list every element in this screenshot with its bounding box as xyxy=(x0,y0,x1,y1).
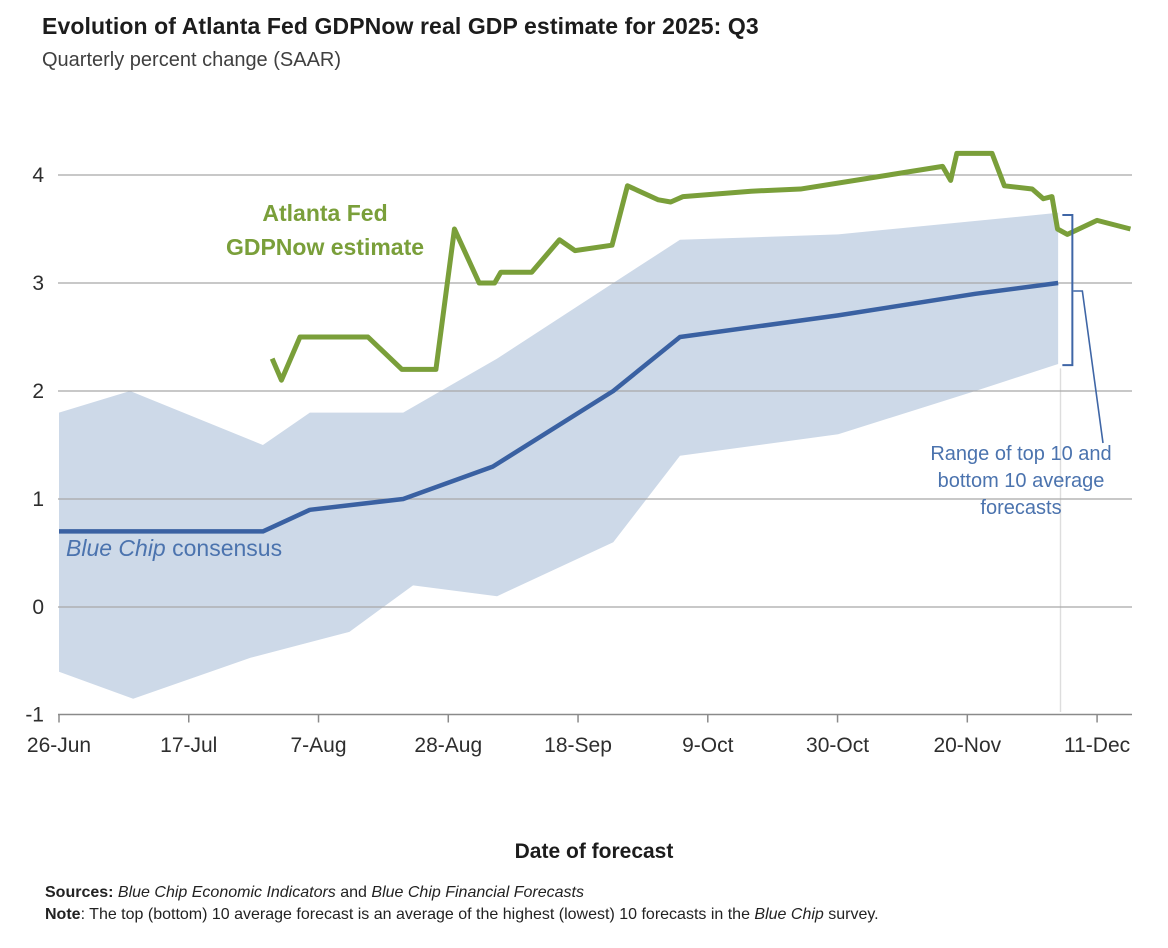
range-annotation-label: Range of top 10 and bottom 10 average fo… xyxy=(930,443,1112,519)
range-bracket xyxy=(1062,213,1074,367)
x-axis-title: Date of forecast xyxy=(514,840,674,863)
note-text: : The top (bottom) 10 average forecast i… xyxy=(80,906,755,923)
source-2: Blue Chip Financial Forecasts xyxy=(371,884,584,901)
x-tick-label-11-Dec: 11-Dec xyxy=(1064,734,1130,757)
y-tick-label-2: 2 xyxy=(32,380,44,403)
consensus-series-label: Blue Chip consensus xyxy=(66,535,282,562)
y-tick-label--1: -1 xyxy=(25,704,44,727)
sources-and: and xyxy=(335,884,372,901)
source-1: Blue Chip Economic Indicators xyxy=(117,884,336,901)
x-tick-label-9-Oct: 9-Oct xyxy=(682,734,734,757)
y-tick-label-1: 1 xyxy=(32,488,44,511)
chart-subtitle: Quarterly percent change (SAAR) xyxy=(42,49,342,71)
gdpnow-series-label-line2: GDPNow estimate xyxy=(225,234,425,260)
note-label: Note xyxy=(45,906,81,923)
y-tick-label-4: 4 xyxy=(32,164,44,187)
gdpnow-series-label: Atlanta Fed GDPNow estimate xyxy=(226,196,424,264)
x-tick-label-7-Aug: 7-Aug xyxy=(290,734,346,757)
x-tick-label-26-Jun: 26-Jun xyxy=(27,734,91,757)
y-tick-label-3: 3 xyxy=(32,272,44,295)
y-tick-label-0: 0 xyxy=(32,596,44,619)
gdpnow-line xyxy=(269,150,1132,383)
chart-title: Evolution of Atlanta Fed GDPNow real GDP… xyxy=(42,13,759,39)
range-annotation-leader xyxy=(1073,290,1104,444)
note-end: survey. xyxy=(823,906,879,923)
x-tick-label-30-Oct: 30-Oct xyxy=(806,734,869,757)
consensus-line xyxy=(59,280,1059,534)
forecast-range-band xyxy=(59,212,1059,699)
x-tick-label-17-Jul: 17-Jul xyxy=(160,734,217,757)
gdpnow-series-label-line1: Atlanta Fed xyxy=(262,200,388,226)
x-tick-label-20-Nov: 20-Nov xyxy=(933,734,1001,757)
sources-line: Sources: Blue Chip Economic Indicators a… xyxy=(45,884,584,902)
x-tick-label-18-Sep: 18-Sep xyxy=(544,734,612,757)
consensus-label-regular-part: consensus xyxy=(165,535,283,561)
sources-label: Sources: xyxy=(45,884,118,901)
note-italic: Blue Chip xyxy=(754,906,824,923)
consensus-label-italic-part: Blue Chip xyxy=(66,535,166,561)
note-line: Note: The top (bottom) 10 average foreca… xyxy=(45,906,879,924)
x-tick-label-28-Aug: 28-Aug xyxy=(414,734,482,757)
